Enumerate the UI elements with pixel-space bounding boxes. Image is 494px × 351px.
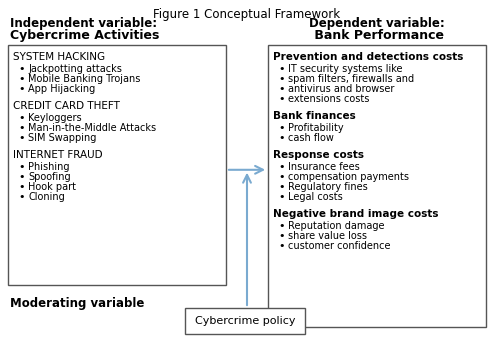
Text: Spoofing: Spoofing xyxy=(28,172,71,182)
Text: •: • xyxy=(18,192,25,202)
Text: Figure 1 Conceptual Framework: Figure 1 Conceptual Framework xyxy=(154,8,340,21)
Text: Bank Performance: Bank Performance xyxy=(310,29,444,42)
Text: compensation payments: compensation payments xyxy=(288,172,409,182)
Text: •: • xyxy=(278,172,285,182)
Text: •: • xyxy=(278,182,285,192)
Text: •: • xyxy=(278,84,285,94)
Text: •: • xyxy=(278,133,285,143)
Text: Response costs: Response costs xyxy=(273,150,364,160)
Text: •: • xyxy=(278,74,285,84)
Text: Negative brand image costs: Negative brand image costs xyxy=(273,209,439,219)
Text: Hook part: Hook part xyxy=(28,182,76,192)
Text: •: • xyxy=(18,162,25,172)
Text: antivirus and browser: antivirus and browser xyxy=(288,84,394,94)
Text: INTERNET FRAUD: INTERNET FRAUD xyxy=(13,150,103,160)
Text: customer confidence: customer confidence xyxy=(288,241,390,251)
Text: •: • xyxy=(278,192,285,202)
Text: •: • xyxy=(18,74,25,84)
Text: •: • xyxy=(278,231,285,241)
Text: cash flow: cash flow xyxy=(288,133,334,143)
Text: •: • xyxy=(18,123,25,133)
Text: Independent variable:: Independent variable: xyxy=(10,17,157,30)
Text: Keyloggers: Keyloggers xyxy=(28,113,82,123)
Text: Profitability: Profitability xyxy=(288,123,344,133)
Text: •: • xyxy=(18,64,25,74)
Text: Regulatory fines: Regulatory fines xyxy=(288,182,368,192)
Text: •: • xyxy=(18,172,25,182)
Text: •: • xyxy=(18,182,25,192)
Bar xyxy=(268,45,486,327)
Text: IT security systems like: IT security systems like xyxy=(288,64,403,74)
Text: SYSTEM HACKING: SYSTEM HACKING xyxy=(13,52,105,62)
Text: •: • xyxy=(278,221,285,231)
Text: Legal costs: Legal costs xyxy=(288,192,343,202)
Text: Phishing: Phishing xyxy=(28,162,70,172)
Text: •: • xyxy=(278,94,285,104)
Text: extensions costs: extensions costs xyxy=(288,94,370,104)
Text: SIM Swapping: SIM Swapping xyxy=(28,133,96,143)
Bar xyxy=(185,308,305,334)
Text: spam filters, firewalls and: spam filters, firewalls and xyxy=(288,74,414,84)
Text: Cloning: Cloning xyxy=(28,192,65,202)
Text: •: • xyxy=(278,162,285,172)
Text: •: • xyxy=(18,133,25,143)
Text: Cybercrime Activities: Cybercrime Activities xyxy=(10,29,160,42)
Text: Cybercrime policy: Cybercrime policy xyxy=(195,316,295,326)
Text: Moderating variable: Moderating variable xyxy=(10,297,144,310)
Text: •: • xyxy=(278,123,285,133)
Text: Reputation damage: Reputation damage xyxy=(288,221,384,231)
Text: CREDIT CARD THEFT: CREDIT CARD THEFT xyxy=(13,101,120,111)
Text: •: • xyxy=(18,84,25,94)
Text: •: • xyxy=(278,241,285,251)
Text: Jackpotting attacks: Jackpotting attacks xyxy=(28,64,122,74)
Text: Dependent variable:: Dependent variable: xyxy=(309,17,445,30)
Text: Bank finances: Bank finances xyxy=(273,111,356,121)
Text: Insurance fees: Insurance fees xyxy=(288,162,360,172)
Text: share value loss: share value loss xyxy=(288,231,367,241)
Text: Man-in-the-Middle Attacks: Man-in-the-Middle Attacks xyxy=(28,123,156,133)
Text: •: • xyxy=(18,113,25,123)
Text: Prevention and detections costs: Prevention and detections costs xyxy=(273,52,463,62)
Bar xyxy=(8,45,226,285)
Text: App Hijacking: App Hijacking xyxy=(28,84,95,94)
Text: •: • xyxy=(278,64,285,74)
Text: Mobile Banking Trojans: Mobile Banking Trojans xyxy=(28,74,140,84)
